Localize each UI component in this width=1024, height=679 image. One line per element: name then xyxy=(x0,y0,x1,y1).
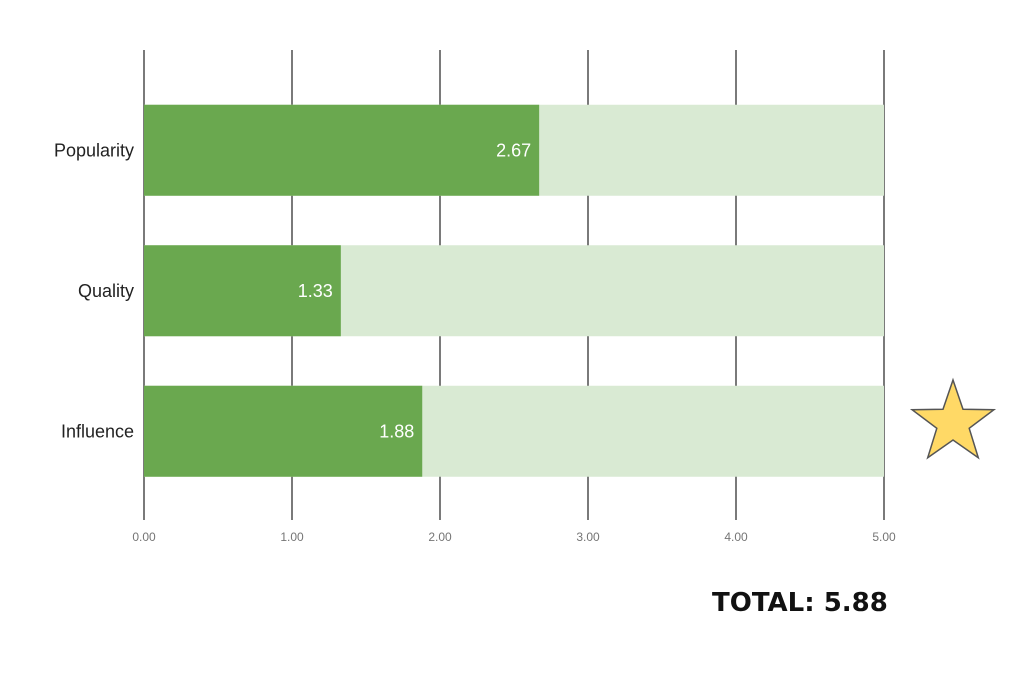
x-tick-label: 5.00 xyxy=(872,530,896,544)
star-icon xyxy=(909,377,997,460)
x-tick-label: 4.00 xyxy=(724,530,748,544)
category-label: Quality xyxy=(78,281,134,301)
x-tick-label: 0.00 xyxy=(132,530,156,544)
bar-influence xyxy=(144,385,423,477)
bars xyxy=(144,104,540,477)
category-label: Influence xyxy=(61,421,134,441)
total-score: TOTAL: 5.88 xyxy=(712,588,888,618)
x-tick-label: 3.00 xyxy=(576,530,600,544)
data-label: 1.88 xyxy=(379,421,414,441)
category-label: Popularity xyxy=(54,140,134,160)
value-labels: 2.67 1.33 1.88 xyxy=(298,140,531,441)
x-tick-labels: 0.00 1.00 2.00 3.00 4.00 5.00 xyxy=(132,530,896,544)
bar-quality xyxy=(144,245,341,337)
x-tick-label: 2.00 xyxy=(428,530,452,544)
data-label: 1.33 xyxy=(298,281,333,301)
data-label: 2.67 xyxy=(496,140,531,160)
x-tick-label: 1.00 xyxy=(280,530,304,544)
bar-popularity xyxy=(144,104,540,196)
category-labels: Popularity Quality Influence xyxy=(54,140,134,441)
